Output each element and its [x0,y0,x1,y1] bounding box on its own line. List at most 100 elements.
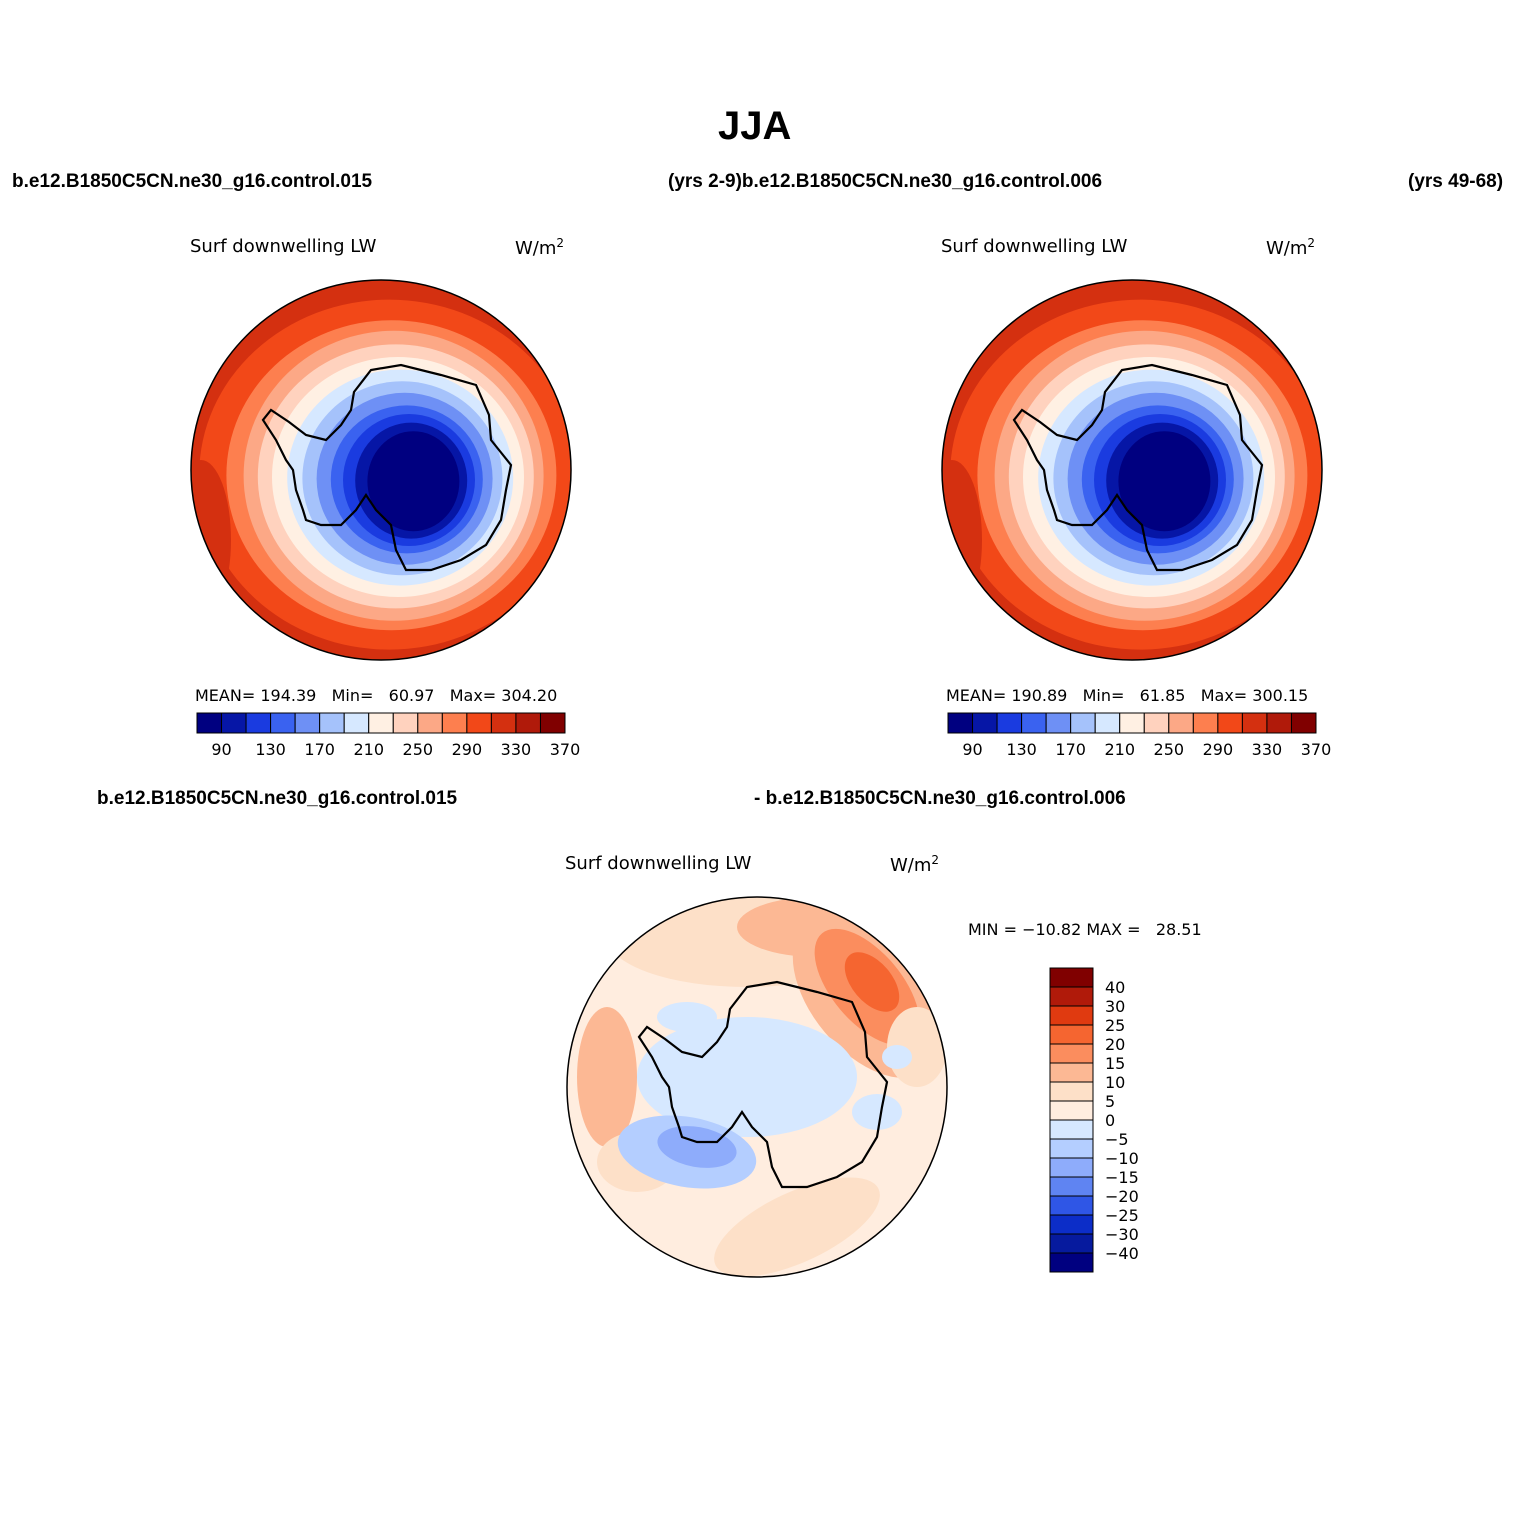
colorbar-swatch [368,712,394,734]
coastline-antarctica [637,980,889,1189]
contour-band [852,1094,902,1130]
colorbar-swatch [1049,1138,1094,1159]
colorbar-swatch [1049,1081,1094,1102]
colorbar-swatch [466,712,492,734]
colorbar-tick-label: 330 [1252,740,1283,759]
colorbar-swatch [539,712,566,734]
colorbar-tick-label: 250 [403,740,434,759]
colorbar-swatch [343,712,370,734]
colorbars: 90 130 170 210 250 290 330 370 90 130 170 210 250 290… [196,712,1331,1273]
map-panel-006 [942,280,1322,660]
colorbar-swatch [1070,712,1096,734]
contour-band [657,1126,737,1168]
colorbar-tick-label: 90 [211,740,231,759]
colorbar-swatch [1192,712,1219,734]
colorbar-swatch [1217,712,1243,734]
panel3-units: W/m2 [890,853,940,876]
contour-band [637,1017,857,1137]
case-name-left: b.e12.B1850C5CN.ne30_g16.control.015 [12,171,373,192]
colorbar-swatch [1049,1005,1094,1026]
colorbar-swatch [245,712,272,734]
contour-band [191,460,231,620]
colorbar-tick-label: 290 [1203,740,1234,759]
years-right: (yrs 49-68) [1408,171,1504,192]
colorbar-swatch [1290,712,1317,734]
colorbar-tick-label: 30 [1105,997,1125,1016]
diff-case-left: b.e12.B1850C5CN.ne30_g16.control.015 [97,788,458,809]
colorbar-swatch [196,712,223,734]
colorbar-swatch [1049,1233,1094,1254]
colorbar-swatch [1049,1195,1094,1216]
map-border [566,896,948,1278]
colorbar-tick-label: 170 [304,740,335,759]
colorbar-tick-label: 170 [1055,740,1086,759]
colorbar-swatch [270,712,296,734]
colorbar-swatch [1049,1119,1094,1140]
colorbar-swatch [1049,1252,1094,1273]
colorbar-tick-label: 10 [1105,1073,1125,1092]
map-panel-diff [567,897,947,1277]
colorbar-swatch [947,712,974,734]
colorbar-tick-label: 290 [452,740,483,759]
colorbar-tick-label: 130 [1006,740,1037,759]
colorbar-tick-label: 40 [1105,978,1125,997]
colorbar-swatch [1049,1176,1094,1197]
colorbar-tick-label: −30 [1105,1225,1139,1244]
map-panel-015 [191,280,571,660]
colorbar-swatch [294,712,321,734]
colorbar-tick-label: 15 [1105,1054,1125,1073]
colorbar-tick-label: −20 [1105,1187,1139,1206]
map-border [190,279,572,661]
colorbar-swatch [515,712,541,734]
colorbar-tick-label: −5 [1105,1130,1129,1149]
map-border [941,279,1323,661]
colorbar-swatch [417,712,443,734]
colorbar-tick-label: 330 [501,740,532,759]
case-name-middle: (yrs 2-9)b.e12.B1850C5CN.ne30_g16.contro… [668,171,1103,192]
colorbar-swatch [1021,712,1047,734]
colorbar-swatch [972,712,998,734]
page-title: JJA [718,104,792,148]
colorbar-swatch [1143,712,1170,734]
panel2-units: W/m2 [1266,236,1316,259]
panel1-title: Surf downwelling LW [190,236,377,257]
colorbar-swatch [1049,1100,1094,1121]
colorbar-swatch [1045,712,1072,734]
contour-band [942,460,982,620]
panel1-units: W/m2 [515,236,565,259]
colorbar-swatch [1119,712,1145,734]
colorbar-tick-label: 5 [1105,1092,1115,1111]
colorbar-swatch [319,712,345,734]
contour-band [882,1045,912,1069]
colorbar-swatch [996,712,1023,734]
colorbar-swatch [1094,712,1121,734]
colorbar-tick-label: −10 [1105,1149,1139,1168]
colorbar-swatch [1049,1214,1094,1235]
contour-band [714,1177,880,1277]
coastline-antarctica [1012,363,1264,572]
contour-band [657,1002,717,1032]
colorbar-swatch [1049,1062,1094,1083]
panel3-title: Surf downwelling LW [565,853,752,874]
colorbar-tick-label: 130 [255,740,286,759]
colorbar-tick-label: 370 [550,740,581,759]
panel1-stats: MEAN= 194.39 Min= 60.97 Max= 304.20 [195,686,558,705]
colorbar-swatch [1266,712,1292,734]
colorbar-swatch [392,712,419,734]
colorbar-swatch [1049,1024,1094,1045]
colorbar-tick-label: −25 [1105,1206,1139,1225]
colorbar-tick-label: −15 [1105,1168,1139,1187]
contour-band [367,431,460,532]
colorbar-swatch [1241,712,1268,734]
panel3-minmax: MIN = −10.82 MAX = 28.51 [968,920,1202,939]
contour-band [577,1007,637,1147]
diff-case-right: - b.e12.B1850C5CN.ne30_g16.control.006 [754,788,1126,809]
colorbar-swatch [1049,1157,1094,1178]
colorbar-swatch [441,712,468,734]
colorbar-swatch [1049,967,1094,988]
colorbar-tick-label: 210 [353,740,384,759]
colorbar-tick-label: 0 [1105,1111,1115,1130]
panel2-stats: MEAN= 190.89 Min= 61.85 Max= 300.15 [946,686,1309,705]
colorbar-tick-label: 25 [1105,1016,1125,1035]
